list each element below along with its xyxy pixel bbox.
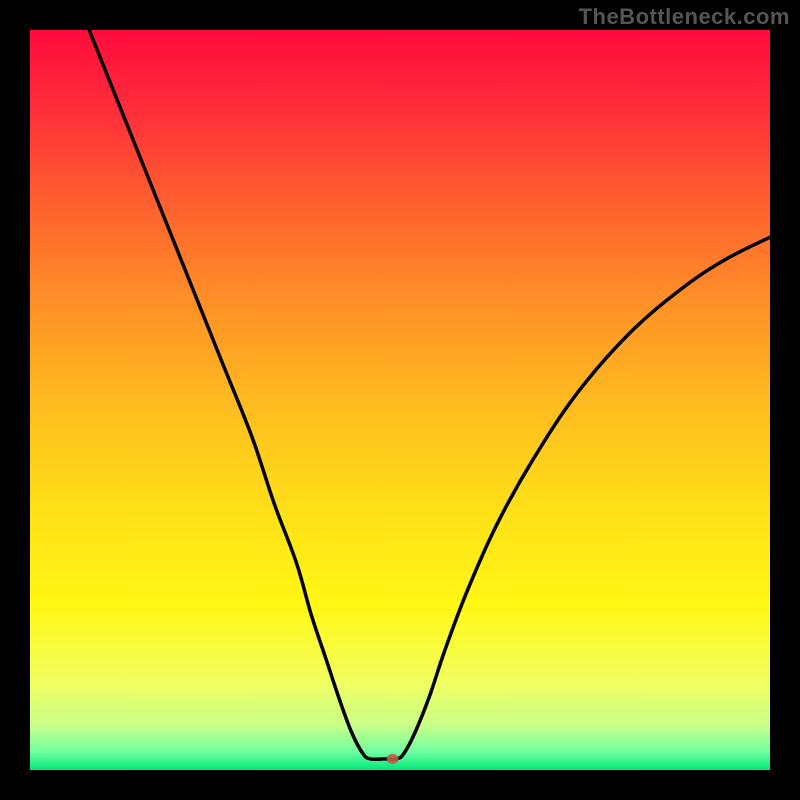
bottleneck-chart: [0, 0, 800, 800]
optimal-point-marker: [387, 754, 399, 764]
chart-gradient-background: [30, 30, 770, 770]
watermark-text: TheBottleneck.com: [579, 4, 790, 30]
